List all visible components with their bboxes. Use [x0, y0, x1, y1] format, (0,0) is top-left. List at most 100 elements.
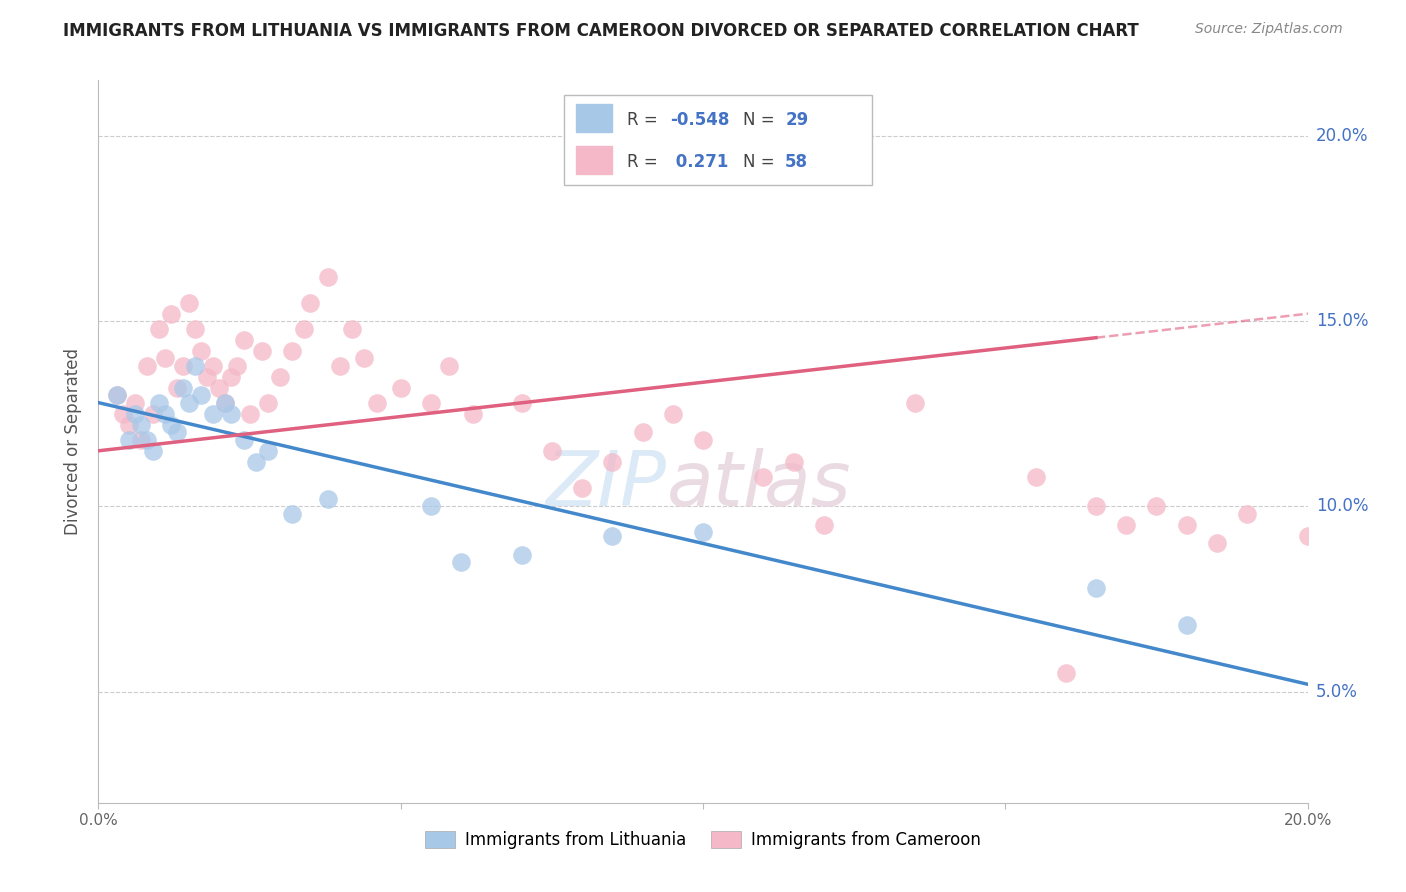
Point	[1054, 666, 1077, 681]
Point	[1175, 618, 1198, 632]
Point	[256, 443, 278, 458]
Point	[172, 359, 194, 373]
Point	[316, 269, 339, 284]
Point	[202, 359, 225, 373]
Point	[510, 548, 533, 562]
Point	[148, 395, 170, 409]
Point	[783, 455, 806, 469]
Text: -0.548: -0.548	[671, 111, 730, 129]
Point	[190, 388, 212, 402]
Point	[342, 321, 364, 335]
Point	[316, 491, 339, 506]
Point	[142, 443, 165, 458]
Point	[221, 369, 243, 384]
Point	[118, 433, 141, 447]
Point	[208, 381, 231, 395]
Point	[179, 295, 201, 310]
Point	[631, 425, 654, 440]
Point	[221, 407, 243, 421]
Point	[420, 395, 443, 409]
Point	[142, 407, 165, 421]
Point	[190, 343, 212, 358]
Text: 20.0%: 20.0%	[1316, 127, 1368, 145]
Point	[105, 388, 128, 402]
Legend: Immigrants from Lithuania, Immigrants from Cameroon: Immigrants from Lithuania, Immigrants fr…	[418, 824, 988, 856]
Point	[602, 529, 624, 543]
Text: 58: 58	[785, 153, 808, 170]
Point	[160, 307, 183, 321]
Point	[214, 395, 236, 409]
Point	[571, 481, 593, 495]
Point	[166, 425, 188, 440]
Point	[214, 395, 236, 409]
Text: R =: R =	[627, 111, 662, 129]
Y-axis label: Divorced or Separated: Divorced or Separated	[65, 348, 83, 535]
FancyBboxPatch shape	[576, 145, 613, 174]
Text: 5.0%: 5.0%	[1316, 682, 1358, 700]
Point	[353, 351, 375, 366]
Text: R =: R =	[627, 153, 662, 170]
Text: N =: N =	[742, 153, 780, 170]
Point	[752, 469, 775, 483]
Point	[124, 407, 146, 421]
Point	[166, 381, 188, 395]
Text: ZIP: ZIP	[546, 448, 666, 522]
Point	[437, 359, 460, 373]
Point	[813, 517, 835, 532]
Point	[692, 433, 714, 447]
Point	[299, 295, 322, 310]
Point	[1206, 536, 1229, 550]
Point	[160, 417, 183, 432]
Point	[1296, 529, 1319, 543]
Point	[661, 407, 683, 421]
Text: 15.0%: 15.0%	[1316, 312, 1368, 330]
Point	[111, 407, 134, 421]
Text: N =: N =	[742, 111, 780, 129]
Text: 0.271: 0.271	[671, 153, 728, 170]
Point	[232, 333, 254, 347]
Point	[1085, 500, 1108, 514]
Point	[1085, 581, 1108, 595]
Point	[250, 343, 273, 358]
Point	[1144, 500, 1167, 514]
Text: IMMIGRANTS FROM LITHUANIA VS IMMIGRANTS FROM CAMEROON DIVORCED OR SEPARATED CORR: IMMIGRANTS FROM LITHUANIA VS IMMIGRANTS …	[63, 22, 1139, 40]
Point	[1175, 517, 1198, 532]
Point	[172, 381, 194, 395]
Point	[463, 407, 485, 421]
Point	[195, 369, 218, 384]
Point	[1024, 469, 1046, 483]
Point	[202, 407, 225, 421]
Point	[256, 395, 278, 409]
Point	[329, 359, 352, 373]
Point	[450, 555, 472, 569]
FancyBboxPatch shape	[564, 95, 872, 185]
Point	[292, 321, 315, 335]
Point	[105, 388, 128, 402]
Point	[179, 395, 201, 409]
Text: 10.0%: 10.0%	[1316, 498, 1368, 516]
Point	[540, 443, 562, 458]
Point	[269, 369, 291, 384]
Point	[153, 407, 176, 421]
FancyBboxPatch shape	[576, 104, 613, 132]
Point	[129, 417, 152, 432]
Point	[148, 321, 170, 335]
Text: atlas: atlas	[666, 448, 851, 522]
Point	[129, 433, 152, 447]
Point	[510, 395, 533, 409]
Point	[184, 321, 207, 335]
Point	[135, 359, 157, 373]
Point	[602, 455, 624, 469]
Point	[1236, 507, 1258, 521]
Point	[124, 395, 146, 409]
Text: 29: 29	[785, 111, 808, 129]
Point	[118, 417, 141, 432]
Point	[420, 500, 443, 514]
Point	[153, 351, 176, 366]
Point	[135, 433, 157, 447]
Point	[226, 359, 249, 373]
Text: Source: ZipAtlas.com: Source: ZipAtlas.com	[1195, 22, 1343, 37]
Point	[389, 381, 412, 395]
Point	[232, 433, 254, 447]
Point	[184, 359, 207, 373]
